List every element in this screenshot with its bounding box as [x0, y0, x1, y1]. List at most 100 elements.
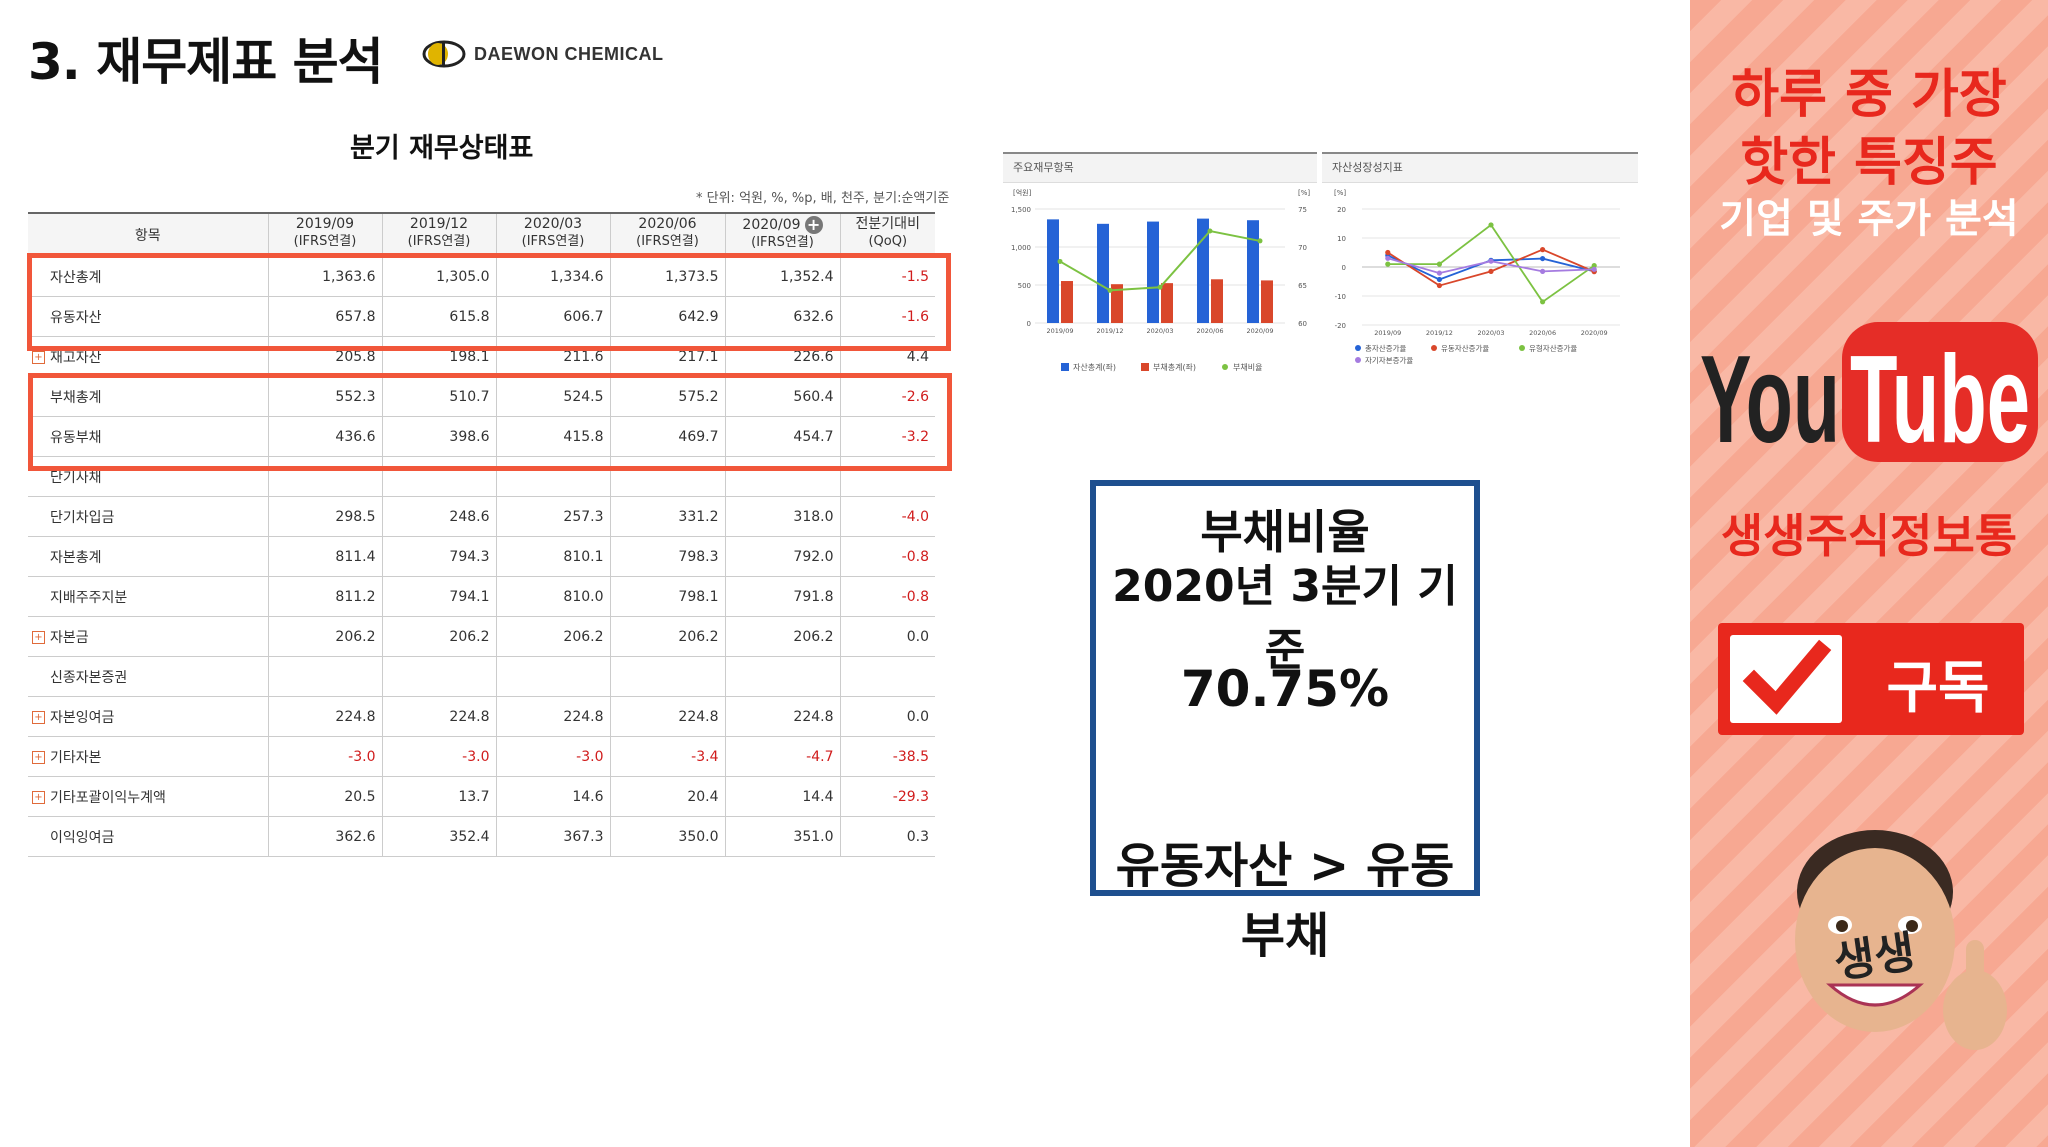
value-cell: 615.8	[381, 296, 496, 337]
row-label[interactable]: + 자본금	[28, 616, 268, 657]
row-label: 유동자산	[28, 296, 268, 337]
row-label-text: 지배주주지분	[50, 589, 128, 606]
value-cell	[381, 456, 496, 497]
col-header-label: 2020/03	[523, 216, 583, 232]
value-cell: 367.3	[495, 816, 610, 857]
tick-label: 2020/03	[1146, 327, 1173, 335]
tick-label: 500	[1018, 282, 1031, 290]
value-cell: 436.6	[267, 416, 382, 457]
data-point	[1488, 268, 1494, 274]
row-label: 신종자본증권	[28, 656, 268, 697]
tick-label: 2019/12	[1426, 329, 1453, 337]
col-header-item: 항목	[28, 212, 268, 257]
data-point	[1385, 255, 1391, 261]
youtube-logo-icon[interactable]: You Tube	[1700, 320, 2040, 465]
value-cell: 224.8	[724, 696, 840, 737]
value-cell: 792.0	[724, 536, 840, 577]
col-header-label: 2019/12	[409, 216, 469, 232]
value-cell: 351.0	[724, 816, 840, 857]
data-point	[1540, 247, 1546, 253]
value-cell: 224.8	[609, 696, 725, 737]
row-label[interactable]: + 기타포괄이익누계액	[28, 776, 268, 817]
value-cell: -3.0	[495, 736, 610, 777]
bar	[1097, 223, 1109, 323]
row-label[interactable]: + 기타자본	[28, 736, 268, 777]
tick-label: 0	[1342, 264, 1346, 272]
table-header-row: 항목 2019/09 (IFRS연결) 2019/12 (IFRS연결) 2020/…	[28, 212, 935, 257]
legend-label: 유형자산증가율	[1529, 343, 1577, 353]
value-cell: 398.6	[381, 416, 496, 457]
value-cell: 606.7	[495, 296, 610, 337]
value-cell: 198.1	[381, 336, 496, 377]
tick-label: -20	[1335, 322, 1346, 330]
row-label-text: 자본잉여금	[50, 709, 115, 726]
bar	[1161, 283, 1173, 323]
value-cell: 811.4	[267, 536, 382, 577]
row-label[interactable]: + 재고자산	[28, 336, 268, 377]
tick-label: 10	[1337, 235, 1346, 243]
row-label: 자본총계	[28, 536, 268, 577]
sidebar-headline-1: 하루 중 가장	[1731, 65, 2007, 125]
data-point	[1207, 228, 1213, 234]
value-cell	[381, 656, 496, 697]
qoq-cell: 0.0	[839, 616, 935, 657]
chart-title: 주요재무항목	[1003, 152, 1317, 183]
expand-icon[interactable]: +	[32, 751, 45, 764]
value-cell: -3.4	[609, 736, 725, 777]
value-cell: 352.4	[381, 816, 496, 857]
value-cell: 811.2	[267, 576, 382, 617]
bar	[1111, 284, 1123, 323]
value-cell: 248.6	[381, 496, 496, 537]
legend-swatch	[1519, 345, 1525, 351]
expand-icon[interactable]: +	[32, 791, 45, 804]
col-header-label: 전분기대비	[855, 216, 920, 232]
subscribe-button[interactable]: 구독	[1718, 623, 2024, 735]
debt-box-ratio: 70.75%	[1180, 660, 1390, 718]
bar	[1061, 281, 1073, 323]
tick-label: 2019/12	[1096, 327, 1123, 335]
data-point	[1257, 238, 1263, 244]
debt-box-title: 부채비율	[1200, 505, 1370, 559]
legend-label: 총자산증가율	[1365, 343, 1406, 353]
data-point	[1057, 258, 1063, 264]
col-header-2020-06: 2020/06 (IFRS연결)	[609, 212, 725, 257]
value-cell: 575.2	[609, 376, 725, 417]
tick-label: 2020/09	[1581, 329, 1608, 337]
expand-icon[interactable]: +	[32, 351, 45, 364]
data-point	[1488, 258, 1494, 264]
col-header-2019-12: 2019/12 (IFRS연결)	[381, 212, 496, 257]
qoq-cell: -38.5	[839, 736, 935, 777]
value-cell: 362.6	[267, 816, 382, 857]
legend-swatch	[1355, 345, 1361, 351]
value-cell: 331.2	[609, 496, 725, 537]
legend-swatch	[1355, 357, 1361, 363]
row-label[interactable]: + 자본잉여금	[28, 696, 268, 737]
debt-box-period: 2020년 3분기 기준	[1112, 561, 1458, 676]
expand-icon[interactable]: +	[32, 631, 45, 644]
value-cell	[267, 456, 382, 497]
col-header-label: 항목	[134, 227, 161, 244]
row-label-text: 부채총계	[50, 389, 102, 406]
row-label: 지배주주지분	[28, 576, 268, 617]
value-cell: 217.1	[609, 336, 725, 377]
legend-label: 부채비율	[1233, 362, 1262, 372]
row-label: 자산총계	[28, 256, 268, 297]
value-cell	[609, 656, 725, 697]
row-label-text: 단기사채	[50, 469, 102, 486]
value-cell: 810.1	[495, 536, 610, 577]
channel-name: 생생주식정보통	[1720, 509, 2018, 563]
col-header-sub: (IFRS연결)	[521, 234, 585, 249]
legend-label: 자기자본증가율	[1365, 356, 1413, 365]
qoq-cell: -2.6	[839, 376, 935, 417]
value-cell: -3.0	[381, 736, 496, 777]
table-row: + 재고자산 205.8 198.1 211.6 217.1 226.6 4.4	[28, 336, 935, 377]
bar	[1147, 221, 1159, 323]
expand-icon[interactable]: +	[32, 711, 45, 724]
channel-sidebar: 하루 중 가장 핫한 특징주 기업 및 주가 분석 You Tube 생생주식정…	[1690, 0, 2048, 1147]
col-header-sub: (IFRS연결)	[636, 234, 699, 249]
add-column-icon[interactable]: +	[804, 216, 823, 234]
legend-swatch	[1061, 363, 1069, 371]
qoq-cell: -1.6	[839, 296, 935, 337]
value-cell: 798.1	[609, 576, 725, 617]
tick-label: -10	[1335, 293, 1346, 301]
